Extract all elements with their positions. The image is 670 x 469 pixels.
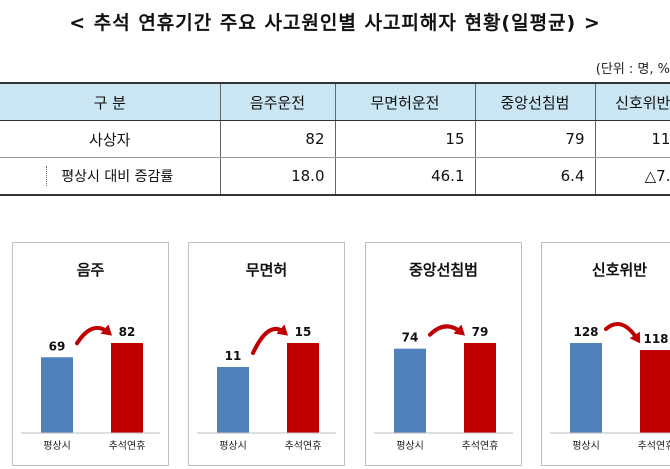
category-label: 추석연휴 [109, 440, 146, 452]
bar [394, 348, 426, 433]
chart-title: 중앙선침범 [408, 261, 478, 279]
header-unlicensed-driving: 무면허운전 [334, 82, 475, 121]
bar-chart: 74 평상시 79 추석연휴 [374, 324, 513, 452]
table-header-row: 구 분 음주운전 무면허운전 중앙선침범 신호위반 [0, 82, 670, 121]
data-label: 11 [225, 349, 242, 363]
data-label: 82 [119, 325, 136, 339]
table-row-change-rate: 평상시 대비 증감률 18.0 46.1 6.4 △7.7 [0, 157, 670, 196]
header-category: 구 분 [0, 82, 220, 121]
row-label: 사상자 [0, 120, 220, 158]
header-drunk-driving: 음주운전 [219, 82, 335, 121]
chart-card-signal-violation: 신호위반 128 평상시 118 추석연휴 [541, 242, 670, 466]
category-label: 평상시 [219, 440, 247, 452]
category-label: 평상시 [572, 440, 600, 452]
chart-card-centerline: 중앙선침범 74 평상시 79 추석연휴 [365, 242, 522, 466]
category-label: 평상시 [43, 440, 71, 452]
table-cell: 79 [474, 120, 595, 158]
arrowhead [453, 324, 466, 336]
header-signal-violation: 신호위반 [594, 82, 670, 121]
chart-title: 신호위반 [591, 261, 648, 279]
bar-chart: 128 평상시 118 추석연휴 [550, 322, 670, 452]
bar [41, 357, 73, 433]
bar [640, 350, 670, 433]
category-label: 추석연휴 [638, 440, 670, 452]
header-centerline-violation: 중앙선침범 [474, 82, 595, 121]
unit-label: (단위 : 명, % [595, 62, 670, 77]
table-cell: 18.0 [219, 157, 335, 196]
chart-card-unlicensed: 무면허 11 평상시 15 추석연휴 [188, 242, 345, 466]
table-cell: 15 [334, 120, 475, 158]
table-cell: △7.7 [594, 157, 670, 196]
bar-chart: 11 평상시 15 추석연휴 [197, 324, 336, 452]
table-cell: 82 [219, 120, 335, 158]
category-label: 추석연휴 [285, 440, 322, 452]
chart-title: 음주 [76, 261, 105, 279]
bar-chart: 69 평상시 82 추석연휴 [21, 324, 160, 452]
bar [217, 367, 249, 433]
data-label: 79 [472, 325, 489, 339]
data-label: 15 [295, 325, 312, 339]
data-label: 128 [573, 325, 598, 339]
bar [287, 343, 319, 433]
data-label: 118 [643, 332, 668, 346]
category-label: 추석연휴 [462, 440, 499, 452]
page-title: < 추석 연휴기간 주요 사고원인별 사고피해자 현황(일평균) > [69, 12, 601, 34]
arrowhead [276, 324, 289, 336]
row-label: 평상시 대비 증감률 [0, 157, 220, 196]
arrowhead [629, 331, 641, 344]
table-cell: 6.4 [474, 157, 595, 196]
table-cell: 118 [594, 120, 670, 158]
bar [111, 343, 143, 433]
arrowhead [100, 324, 113, 336]
bar [464, 343, 496, 433]
table-cell: 46.1 [334, 157, 475, 196]
chart-title: 무면허 [245, 261, 288, 279]
table-row-casualties: 사상자 82 15 79 118 [0, 120, 670, 158]
bar [570, 343, 602, 433]
chart-card-drunk-driving: 음주 69 평상시 82 추석연휴 [12, 242, 169, 466]
stats-table: 구 분 음주운전 무면허운전 중앙선침범 신호위반 사상자 82 15 79 1… [0, 82, 670, 196]
data-label: 69 [49, 339, 66, 353]
data-label: 74 [402, 331, 419, 345]
category-label: 평상시 [396, 440, 424, 452]
